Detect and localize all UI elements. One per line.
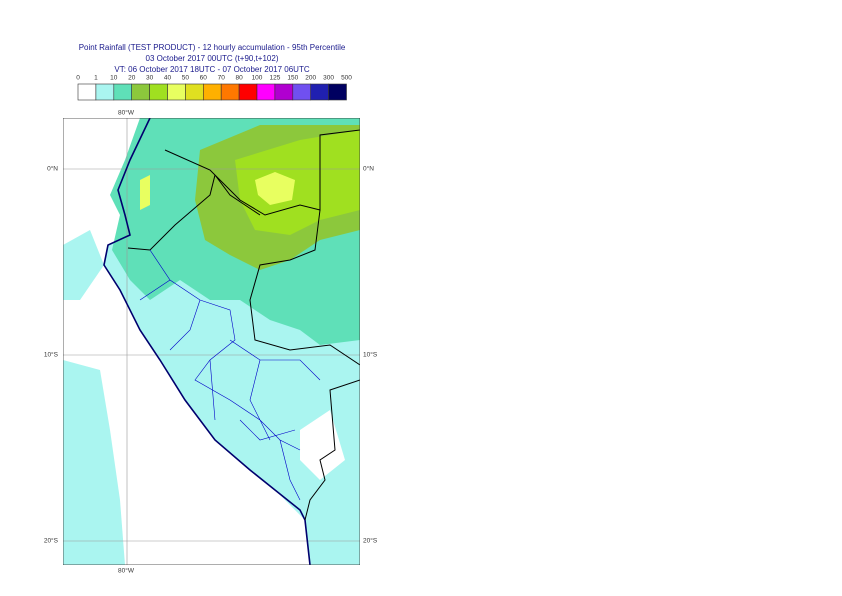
base-time: 03 October 2017 00UTC (t+90,t+102): [146, 54, 279, 63]
legend-label: 10: [110, 75, 118, 82]
legend-label: 50: [182, 75, 190, 82]
legend-label: 100: [252, 75, 263, 82]
legend-swatch: [220, 83, 240, 101]
legend-label: 500: [341, 75, 352, 82]
legend-swatch: [274, 83, 294, 101]
rain-yellow: [140, 175, 150, 210]
legend-swatch: [256, 83, 276, 101]
legend-swatch: [113, 83, 133, 101]
legend-label: 40: [164, 75, 172, 82]
lat-label: 20°S: [44, 537, 59, 545]
legend-label: 80: [235, 75, 243, 82]
title: Point Rainfall (TEST PRODUCT) - 12 hourl…: [79, 43, 346, 52]
legend-swatch: [292, 83, 311, 101]
valid-time: VT: 06 October 2017 18UTC - 07 October 2…: [114, 65, 309, 74]
legend: 0 1 10 20 30 40 50 60 70 80 100 125 150 200 300 500: [76, 75, 352, 101]
legend-swatch: [185, 83, 204, 101]
region-border: [139, 249, 321, 501]
legend-swatch: [167, 83, 186, 101]
lat-label: 10°S: [44, 351, 59, 359]
legend-label: 20: [128, 75, 136, 82]
legend-label: 30: [146, 75, 154, 82]
legend-swatch: [238, 83, 258, 101]
legend-swatch: [310, 83, 329, 101]
lon-label: 80°W: [118, 109, 135, 117]
rain-light-green: [235, 130, 360, 235]
legend-swatch: [77, 83, 97, 101]
legend-label: 70: [218, 75, 226, 82]
legend-label: 150: [287, 75, 298, 82]
coastline: [103, 118, 311, 565]
map: [63, 118, 360, 565]
legend-label: 200: [305, 75, 316, 82]
lat-label: 0°N: [47, 165, 58, 173]
legend-label: 300: [323, 75, 334, 82]
rain-yellow: [255, 172, 295, 205]
rain-dry: [300, 410, 345, 480]
legend-swatch: [95, 83, 115, 101]
lat-label: 10°S: [363, 351, 378, 359]
lon-label: 80°W: [118, 567, 135, 575]
legend-swatch: [149, 83, 168, 101]
lat-label: 20°S: [363, 537, 378, 545]
legend-swatch: [203, 83, 222, 101]
lat-label: 0°N: [363, 165, 374, 173]
rain-ocean: [63, 230, 104, 300]
legend-swatch: [328, 83, 347, 101]
legend-label: 1: [94, 75, 98, 82]
legend-label: 60: [200, 75, 208, 82]
country-border: [127, 129, 360, 521]
legend-label: 125: [269, 75, 280, 82]
legend-label: 0: [76, 75, 80, 82]
legend-swatch: [131, 83, 150, 101]
rain-ocean: [63, 360, 125, 565]
